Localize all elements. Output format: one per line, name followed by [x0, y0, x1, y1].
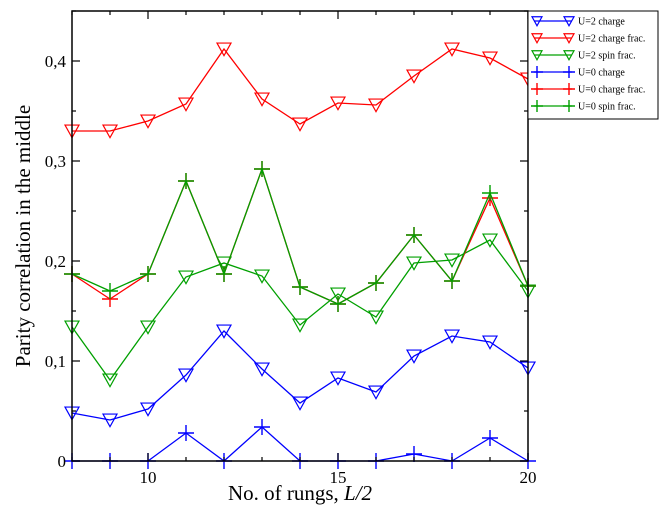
series-line	[71, 239, 529, 382]
data-point	[139, 114, 157, 129]
data-point	[405, 349, 423, 364]
data-point	[330, 296, 346, 312]
data-point	[367, 310, 385, 325]
data-point	[178, 173, 194, 189]
y-tick-label: 0,3	[45, 152, 66, 171]
data-point	[178, 425, 194, 441]
data-point	[367, 98, 385, 113]
data-point	[329, 96, 347, 111]
legend-marker	[530, 50, 544, 61]
series-line	[71, 330, 529, 421]
data-point	[101, 124, 119, 139]
data-point	[443, 329, 461, 344]
legend-marker	[562, 16, 576, 27]
data-point	[481, 335, 499, 350]
legend-label: U=2 charge frac.	[578, 34, 645, 45]
series-u-0-spin-frac	[64, 161, 536, 312]
data-point	[443, 42, 461, 57]
data-point	[216, 266, 232, 282]
legend-item: U=2 charge	[530, 16, 625, 28]
data-point	[177, 97, 195, 112]
data-point	[482, 430, 498, 446]
legend-marker	[531, 100, 543, 112]
legend-marker	[531, 83, 543, 95]
data-point	[329, 287, 347, 302]
data-point	[101, 373, 119, 388]
legend-marker	[563, 83, 575, 95]
data-point	[482, 185, 498, 201]
legend-marker	[562, 33, 576, 44]
y-tick-label: 0,4	[45, 52, 67, 71]
data-point	[292, 279, 308, 295]
x-tick-label: 10	[140, 468, 157, 487]
series-u-2-spin-frac	[63, 233, 537, 388]
data-point	[405, 256, 423, 271]
legend-item: U=2 spin frac.	[530, 50, 636, 62]
x-tick-label: 20	[520, 468, 537, 487]
data-point	[291, 396, 309, 411]
data-point	[443, 253, 461, 268]
y-axis-label: Parity correlation in the middle	[11, 105, 35, 367]
legend-label: U=0 spin frac.	[578, 102, 636, 113]
legend-marker	[563, 100, 575, 112]
legend-item: U=0 charge	[531, 66, 625, 79]
x-tick-label: 15	[330, 468, 347, 487]
y-tick-label: 0,2	[45, 252, 66, 271]
legend-item: U=0 charge frac.	[531, 83, 645, 96]
legend-box	[527, 10, 659, 120]
legend-label: U=2 spin frac.	[578, 51, 636, 62]
legend-marker	[531, 66, 543, 78]
data-point	[253, 269, 271, 284]
legend-item: U=2 charge frac.	[530, 33, 645, 45]
data-point	[140, 266, 156, 282]
legend-marker	[563, 66, 575, 78]
data-point	[253, 92, 271, 107]
data-point	[139, 320, 157, 335]
series-u-2-charge	[63, 324, 537, 428]
legend-marker	[530, 16, 544, 27]
legend-item: U=0 spin frac.	[531, 100, 636, 113]
series-layer	[63, 42, 537, 469]
ticks-layer: 10 15 20 0 0,1 0,2 0,3 0,4	[45, 10, 537, 487]
y-tick-label: 0	[58, 452, 67, 471]
data-point	[368, 275, 384, 291]
legend-label: U=2 charge	[578, 17, 625, 28]
x-axis-label-text: No. of rungs,	[228, 481, 339, 505]
legend: U=2 charge U=2 charge frac. U=2 spin frac.…	[527, 10, 659, 120]
legend-marker	[562, 50, 576, 61]
data-point	[253, 362, 271, 377]
data-point	[101, 413, 119, 428]
data-point	[481, 51, 499, 66]
x-axis-label-var: L/2	[343, 481, 373, 505]
series-line	[72, 47, 529, 132]
legend-marker	[530, 33, 544, 44]
data-point	[481, 233, 499, 248]
legend-label: U=0 charge	[578, 68, 625, 79]
data-point	[329, 371, 347, 386]
data-point	[139, 402, 157, 417]
data-point	[406, 227, 422, 243]
data-point	[291, 318, 309, 333]
data-point	[254, 419, 270, 435]
data-point	[405, 69, 423, 84]
data-point	[367, 385, 385, 400]
data-point	[254, 161, 270, 177]
data-point	[177, 270, 195, 285]
plot-frame	[71, 10, 529, 462]
data-point	[177, 368, 195, 383]
x-axis-label: No. of rungs, L/2	[228, 481, 373, 505]
series-u-2-charge-frac	[63, 42, 537, 139]
legend-label: U=0 charge frac.	[578, 85, 645, 96]
data-point	[215, 42, 233, 57]
data-point	[215, 324, 233, 339]
data-point	[291, 117, 309, 132]
y-tick-label: 0,1	[45, 352, 66, 371]
data-point	[102, 283, 118, 299]
data-point	[444, 273, 460, 289]
